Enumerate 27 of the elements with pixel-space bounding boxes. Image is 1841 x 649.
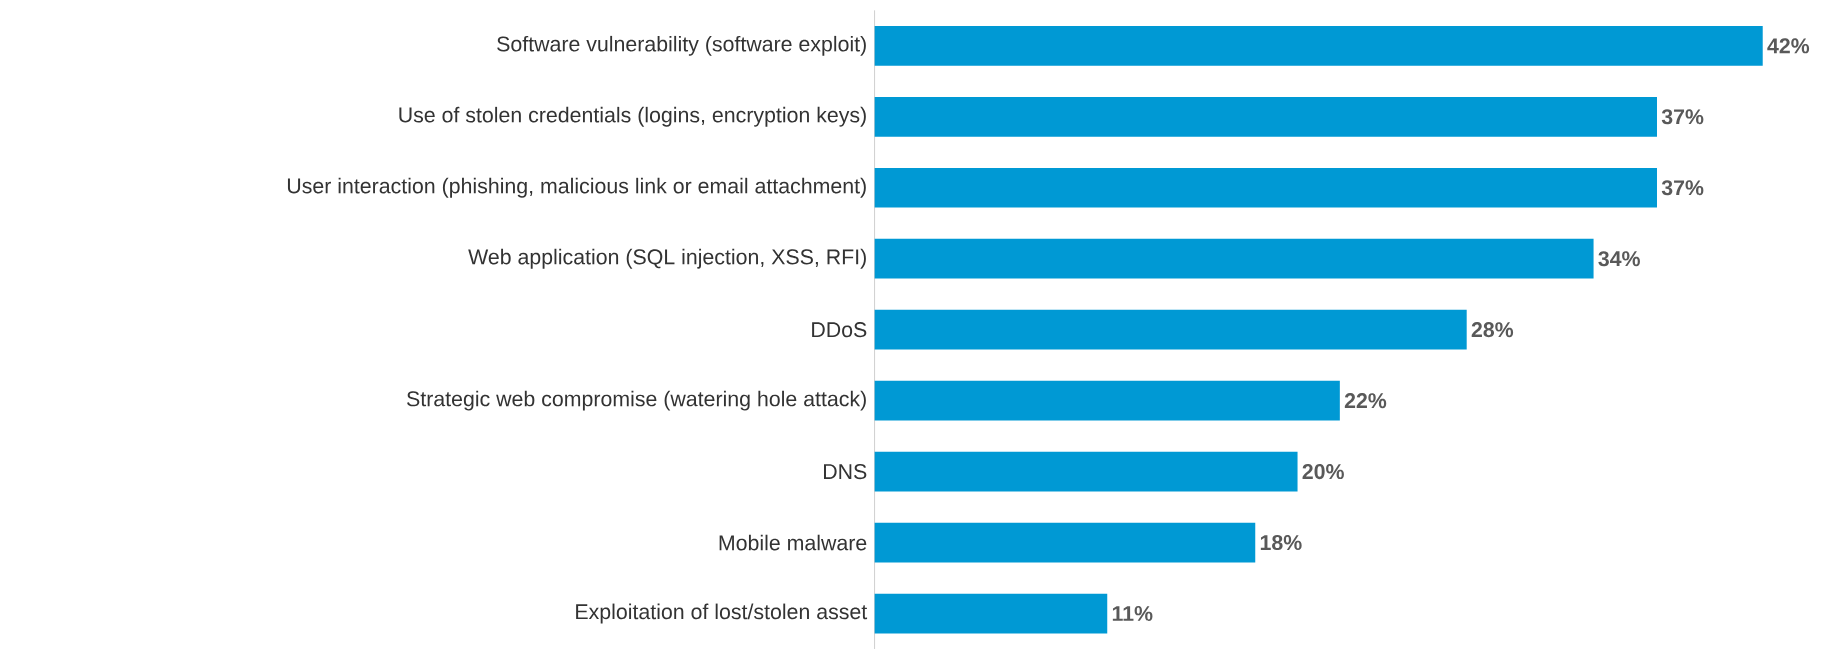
data-label: 20% [1302,464,1344,480]
bar [874,25,1763,66]
bar [874,451,1298,492]
y-tick-label: DDoS [812,322,867,338]
y-tick-label: Software vulnerability (software exploit) [497,35,866,56]
data-label: 34% [1598,251,1640,267]
bar [874,238,1594,279]
y-tick-label: Use of stolen credentials (logins, encryption keys) [399,106,866,127]
bar [874,593,1108,634]
data-label: 18% [1260,535,1302,551]
data-label: 37% [1661,109,1704,125]
y-tick-label: Mobile malware [719,534,867,551]
y-tick-label: User interaction (phishing, malicious link or email attachment) [287,177,866,198]
bar [874,380,1340,421]
y-tick-label: Web application (SQL injection, XSS, RFI) [468,248,866,269]
data-label: 42% [1767,38,1810,54]
y-tick-label: Exploitation of lost/stolen asset [576,603,868,624]
bar [874,522,1256,563]
bar [874,167,1657,208]
data-label: 37% [1661,180,1704,196]
bar [874,96,1657,137]
data-label: 11% [1112,606,1153,622]
data-label: 28% [1471,322,1514,338]
y-tick-label: Strategic web compromise (watering hole attack) [407,390,866,411]
y-tick-label: DNS [824,464,867,480]
data-label: 22% [1344,393,1387,409]
bar [874,309,1467,350]
